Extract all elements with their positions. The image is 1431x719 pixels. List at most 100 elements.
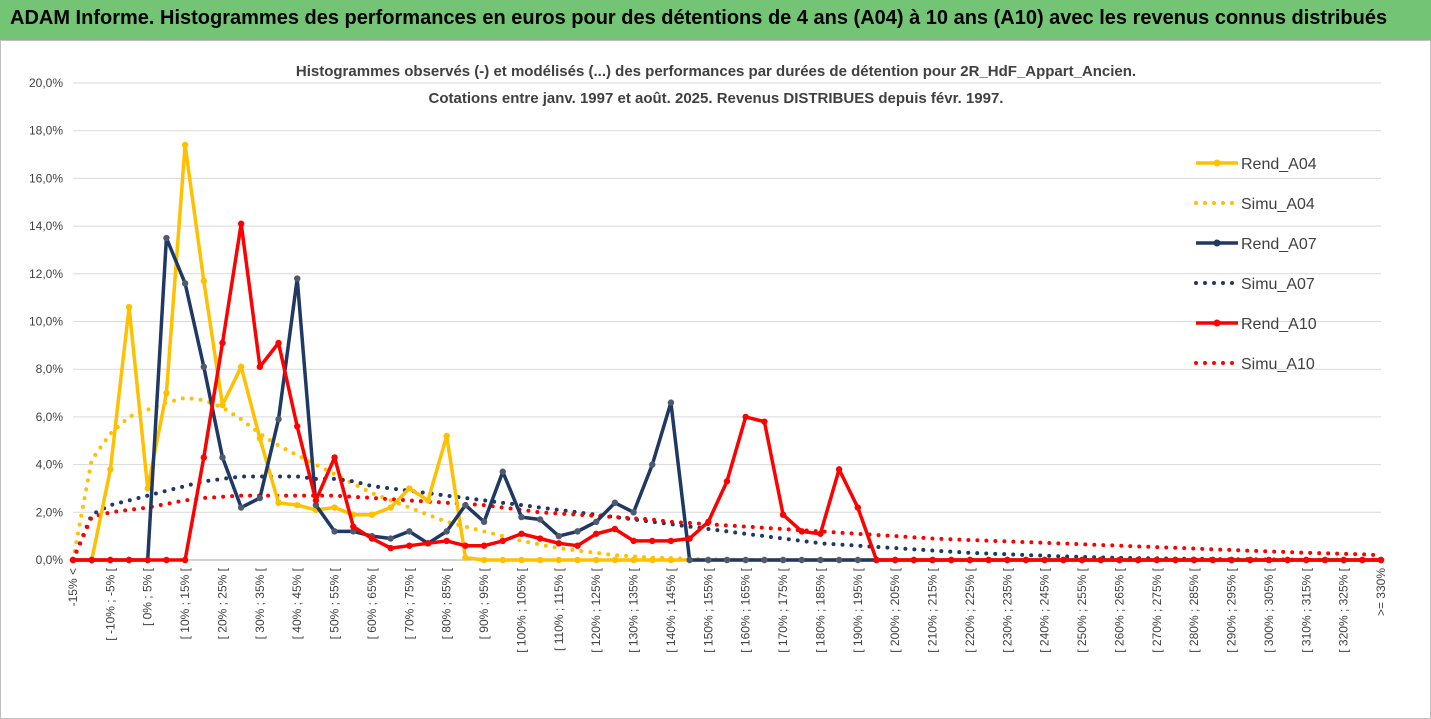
data-point-rend-a07 bbox=[686, 556, 693, 564]
x-tick-label: [ 20% ; 25% [ bbox=[215, 567, 229, 639]
data-point-rend-a10 bbox=[1097, 556, 1104, 564]
data-point-rend-a04 bbox=[294, 501, 301, 509]
y-tick-label: 2,0% bbox=[36, 505, 64, 519]
data-point-rend-a10 bbox=[1303, 556, 1310, 564]
x-tick-label: [ 70% ; 75% [ bbox=[402, 567, 416, 639]
data-point-rend-a10 bbox=[1359, 556, 1366, 564]
x-tick-label: [ 180% ; 185% [ bbox=[813, 567, 827, 652]
data-point-rend-a10 bbox=[555, 540, 563, 547]
data-point-rend-a04 bbox=[406, 485, 413, 492]
data-point-rend-a04 bbox=[181, 141, 189, 149]
data-point-rend-a10 bbox=[1060, 556, 1067, 564]
data-point-rend-a07 bbox=[761, 556, 768, 564]
x-tick-label: [ 0% ; 5% [ bbox=[141, 567, 155, 626]
data-point-rend-a10 bbox=[1284, 556, 1291, 564]
legend-item-rend-a04: Rend_A04 bbox=[1196, 156, 1317, 173]
x-tick-label: [ 320% ; 325% [ bbox=[1337, 567, 1351, 652]
data-point-rend-a10 bbox=[275, 339, 282, 347]
x-tick-label: [ 140% ; 145% [ bbox=[664, 567, 678, 652]
data-point-rend-a04 bbox=[163, 389, 170, 397]
x-tick-label: [ 200% ; 205% [ bbox=[888, 567, 902, 652]
data-point-rend-a10 bbox=[350, 523, 357, 530]
legend-label-rend-a10: Rend_A10 bbox=[1241, 316, 1317, 333]
data-point-rend-a07 bbox=[536, 516, 544, 523]
x-tick-label: [ 310% ; 315% [ bbox=[1299, 567, 1313, 652]
data-point-rend-a07 bbox=[649, 461, 656, 468]
y-tick-label: 18,0% bbox=[29, 124, 63, 138]
x-tick-label: [ 50% ; 55% [ bbox=[328, 567, 342, 639]
data-point-rend-a10 bbox=[219, 339, 226, 347]
x-tick-label: [ 190% ; 195% [ bbox=[851, 567, 865, 652]
data-point-rend-a07 bbox=[163, 234, 170, 242]
data-point-rend-a07 bbox=[387, 535, 394, 542]
x-axis: -15% < [ -10% ; -5% [[ 0% ; 5% [[ 10% ; 1… bbox=[66, 559, 1388, 653]
data-point-rend-a10 bbox=[835, 466, 843, 473]
legend: Rend_A04 Simu_A04 Rend_A07 Simu_A07 Rend_A10… bbox=[1194, 156, 1317, 373]
legend-marker-rend-a04 bbox=[1213, 159, 1221, 167]
data-point-rend-a07 bbox=[555, 532, 563, 540]
data-point-rend-a07 bbox=[499, 468, 506, 475]
data-point-rend-a10 bbox=[107, 556, 114, 564]
data-point-rend-a07 bbox=[350, 528, 357, 535]
data-point-rend-a10 bbox=[406, 542, 413, 549]
data-point-rend-a10 bbox=[181, 556, 189, 564]
legend-marker-rend-a07 bbox=[1213, 239, 1221, 247]
data-point-rend-a07 bbox=[200, 363, 207, 371]
data-point-rend-a04 bbox=[424, 497, 432, 504]
data-point-rend-a10 bbox=[1004, 556, 1011, 564]
data-point-rend-a07 bbox=[237, 504, 245, 511]
data-point-rend-a10 bbox=[761, 418, 768, 425]
data-point-rend-a07 bbox=[723, 556, 731, 564]
data-point-rend-a10 bbox=[387, 544, 394, 552]
data-point-rend-a10 bbox=[443, 537, 450, 545]
y-tick-label: 16,0% bbox=[29, 171, 63, 185]
plot-series bbox=[69, 141, 1385, 564]
y-tick-label: 0,0% bbox=[36, 553, 64, 567]
data-point-rend-a07 bbox=[331, 528, 338, 535]
x-tick-label: [ 270% ; 275% [ bbox=[1150, 567, 1164, 652]
x-tick-label: [ 120% ; 125% [ bbox=[589, 567, 603, 652]
x-tick-label: [ 240% ; 245% [ bbox=[1038, 567, 1052, 652]
data-point-rend-a10 bbox=[574, 542, 581, 549]
data-point-rend-a07 bbox=[611, 499, 619, 506]
data-point-rend-a07 bbox=[294, 275, 301, 282]
x-tick-label: [ 300% ; 305% [ bbox=[1262, 567, 1276, 652]
series-line-simu-a07 bbox=[71, 474, 1383, 562]
data-point-rend-a10 bbox=[1321, 556, 1329, 564]
data-point-rend-a07 bbox=[462, 501, 469, 509]
data-point-rend-a10 bbox=[518, 530, 525, 537]
data-point-rend-a10 bbox=[294, 423, 301, 430]
data-point-rend-a07 bbox=[181, 280, 189, 287]
data-point-rend-a07 bbox=[219, 454, 226, 461]
data-point-rend-a04 bbox=[107, 466, 114, 473]
data-point-rend-a10 bbox=[929, 556, 936, 564]
x-tick-label: [ -10% ; -5% [ bbox=[103, 567, 117, 640]
data-point-rend-a10 bbox=[144, 556, 151, 564]
data-point-rend-a04 bbox=[219, 401, 226, 409]
y-tick-label: 20,0% bbox=[29, 76, 63, 90]
data-point-rend-a07 bbox=[275, 416, 282, 423]
legend-item-rend-a10: Rend_A10 bbox=[1196, 316, 1317, 333]
x-tick-label: -15% < bbox=[66, 568, 80, 606]
data-point-rend-a04 bbox=[275, 499, 282, 506]
x-tick-label: [ 40% ; 45% [ bbox=[290, 567, 304, 639]
report-title: ADAM Informe. Histogrammes des performan… bbox=[10, 7, 1388, 29]
x-tick-label: >= 330% bbox=[1374, 568, 1388, 616]
data-point-rend-a07 bbox=[798, 556, 805, 564]
data-point-rend-a10 bbox=[742, 413, 749, 421]
data-point-rend-a04 bbox=[630, 556, 637, 564]
data-point-rend-a10 bbox=[1153, 556, 1160, 564]
data-point-rend-a10 bbox=[723, 478, 731, 485]
data-point-rend-a10 bbox=[368, 535, 376, 542]
line-chart: Histogrammes observés (-) et modélisés (… bbox=[29, 63, 1388, 653]
x-tick-label: [ 210% ; 215% [ bbox=[926, 567, 940, 652]
data-point-rend-a10 bbox=[667, 537, 675, 545]
x-tick-label: [ 100% ; 105% [ bbox=[514, 567, 528, 652]
data-point-rend-a10 bbox=[891, 556, 899, 564]
y-tick-label: 12,0% bbox=[29, 267, 63, 281]
data-point-rend-a04 bbox=[144, 485, 151, 492]
x-tick-label: [ 220% ; 225% [ bbox=[963, 567, 977, 652]
data-point-rend-a10 bbox=[163, 556, 170, 564]
data-point-rend-a10 bbox=[480, 542, 488, 549]
data-point-rend-a04 bbox=[480, 556, 488, 564]
